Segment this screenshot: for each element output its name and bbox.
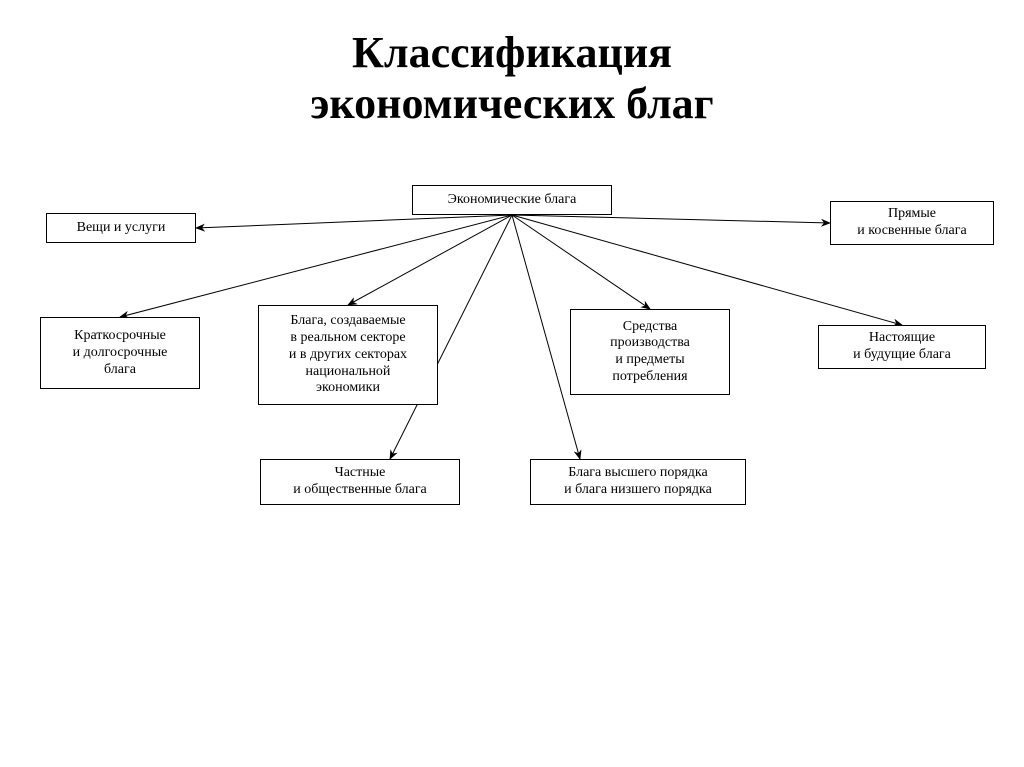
page-title: Классификация экономических благ [0,0,1024,129]
title-line-2: экономических благ [310,79,713,128]
arrow-to-things-services [196,215,512,228]
node-things-services: Вещи и услуги [46,213,196,243]
arrow-to-direct-indirect [512,215,830,223]
node-short-long-term: Краткосрочныеи долгосрочныеблага [40,317,200,389]
diagram-canvas: Экономические блага Вещи и услуги Прямыеи … [0,129,1024,689]
node-real-sector: Блага, создаваемыев реальном сектореи в … [258,305,438,405]
node-higher-lower-order: Блага высшего порядкаи блага низшего пор… [530,459,746,505]
arrow-to-means-objects [512,215,650,309]
title-line-1: Классификация [352,28,672,77]
node-direct-indirect: Прямыеи косвенные блага [830,201,994,245]
node-present-future: Настоящиеи будущие блага [818,325,986,369]
node-means-objects: Средствапроизводстваи предметыпотреблени… [570,309,730,395]
arrow-to-real-sector [348,215,512,305]
node-private-public: Частныеи общественные блага [260,459,460,505]
central-node: Экономические блага [412,185,612,215]
